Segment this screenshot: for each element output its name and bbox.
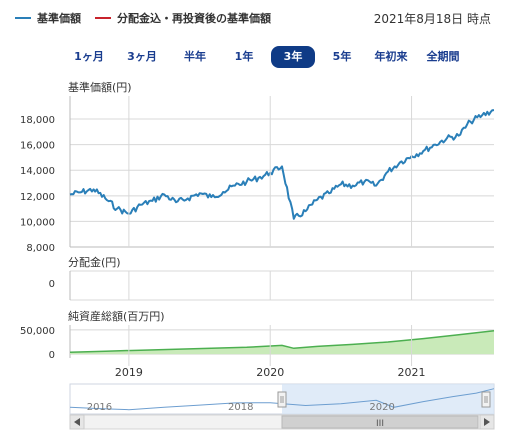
price-gridlines bbox=[69, 96, 494, 248]
net-assets-panel-title: 純資産総額(百万円) bbox=[68, 309, 165, 323]
range-navigator: 2016 2018 2020 bbox=[69, 383, 495, 415]
navigator-label-2018: 2018 bbox=[228, 402, 253, 413]
chart-legend: 基準価額 分配金込・再投資後の基準価額 bbox=[15, 10, 285, 26]
legend-label-reinvested: 分配金込・再投資後の基準価額 bbox=[117, 12, 271, 25]
navigator-handle-left[interactable] bbox=[277, 391, 287, 408]
price-ytick-18000: 18,000 bbox=[20, 115, 55, 126]
navigator-series-line bbox=[69, 388, 495, 411]
navigator-handle-right[interactable] bbox=[481, 391, 491, 408]
time-gridlines bbox=[128, 96, 413, 366]
distribution-ytick-0: 0 bbox=[49, 279, 55, 290]
price-panel-title: 基準価額(円) bbox=[68, 80, 132, 94]
as-of-date: 2021年8月18日 時点 bbox=[373, 12, 491, 26]
tab-3-years[interactable]: 3年 bbox=[271, 46, 315, 68]
tab-1-month[interactable]: 1ヶ月 bbox=[74, 50, 104, 63]
scrollbar-thumb[interactable] bbox=[281, 415, 479, 429]
distribution-gridlines bbox=[69, 270, 494, 301]
price-ytick-12000: 12,000 bbox=[20, 192, 55, 203]
navigator-label-2016: 2016 bbox=[87, 402, 112, 413]
x-axis-label-2019: 2019 bbox=[115, 366, 143, 379]
price-series-line[interactable] bbox=[69, 109, 495, 220]
distribution-panel-title: 分配金(円) bbox=[68, 255, 121, 269]
x-axis-label-2020: 2020 bbox=[256, 366, 284, 379]
tab-all-time[interactable]: 全期間 bbox=[426, 50, 460, 63]
navigator-handle-right-body bbox=[481, 391, 491, 408]
legend-swatch-reinvested bbox=[95, 17, 111, 19]
period-tabs: 1ヶ月 3ヶ月 半年 1年 3年 5年 年初来 全期間 bbox=[68, 46, 500, 68]
net-assets-area[interactable] bbox=[70, 330, 494, 355]
navigator-scrollbar[interactable]: III bbox=[69, 414, 495, 430]
navigator-label-2020: 2020 bbox=[369, 402, 394, 413]
scrollbar-thumb-grip: III bbox=[376, 419, 384, 429]
tab-5-years[interactable]: 5年 bbox=[332, 50, 352, 63]
price-ytick-14000: 14,000 bbox=[20, 166, 55, 177]
price-ytick-16000: 16,000 bbox=[20, 141, 55, 152]
tab-1-year[interactable]: 1年 bbox=[234, 50, 254, 63]
legend-label-nav: 基準価額 bbox=[37, 12, 81, 25]
triangle-right-icon bbox=[484, 418, 490, 426]
net-assets-ytick-50000: 50,000 bbox=[20, 326, 55, 337]
x-axis-label-2021: 2021 bbox=[398, 366, 426, 379]
navigator-selection[interactable] bbox=[282, 384, 494, 414]
tab-year-to-date[interactable]: 年初来 bbox=[374, 50, 408, 63]
tab-half-year[interactable]: 半年 bbox=[184, 50, 206, 63]
triangle-left-icon bbox=[74, 418, 80, 426]
net-assets-ytick-0: 0 bbox=[49, 350, 55, 361]
net-assets-line bbox=[69, 330, 495, 353]
price-ytick-10000: 10,000 bbox=[20, 217, 55, 228]
navigator-handle-left-body bbox=[277, 391, 287, 408]
legend-item-reinvested[interactable]: 分配金込・再投資後の基準価額 bbox=[95, 10, 271, 26]
price-ytick-8000: 8,000 bbox=[26, 243, 55, 254]
legend-swatch-nav bbox=[15, 17, 31, 19]
tab-3-months[interactable]: 3ヶ月 bbox=[127, 50, 157, 63]
legend-item-nav[interactable]: 基準価額 bbox=[15, 10, 81, 26]
